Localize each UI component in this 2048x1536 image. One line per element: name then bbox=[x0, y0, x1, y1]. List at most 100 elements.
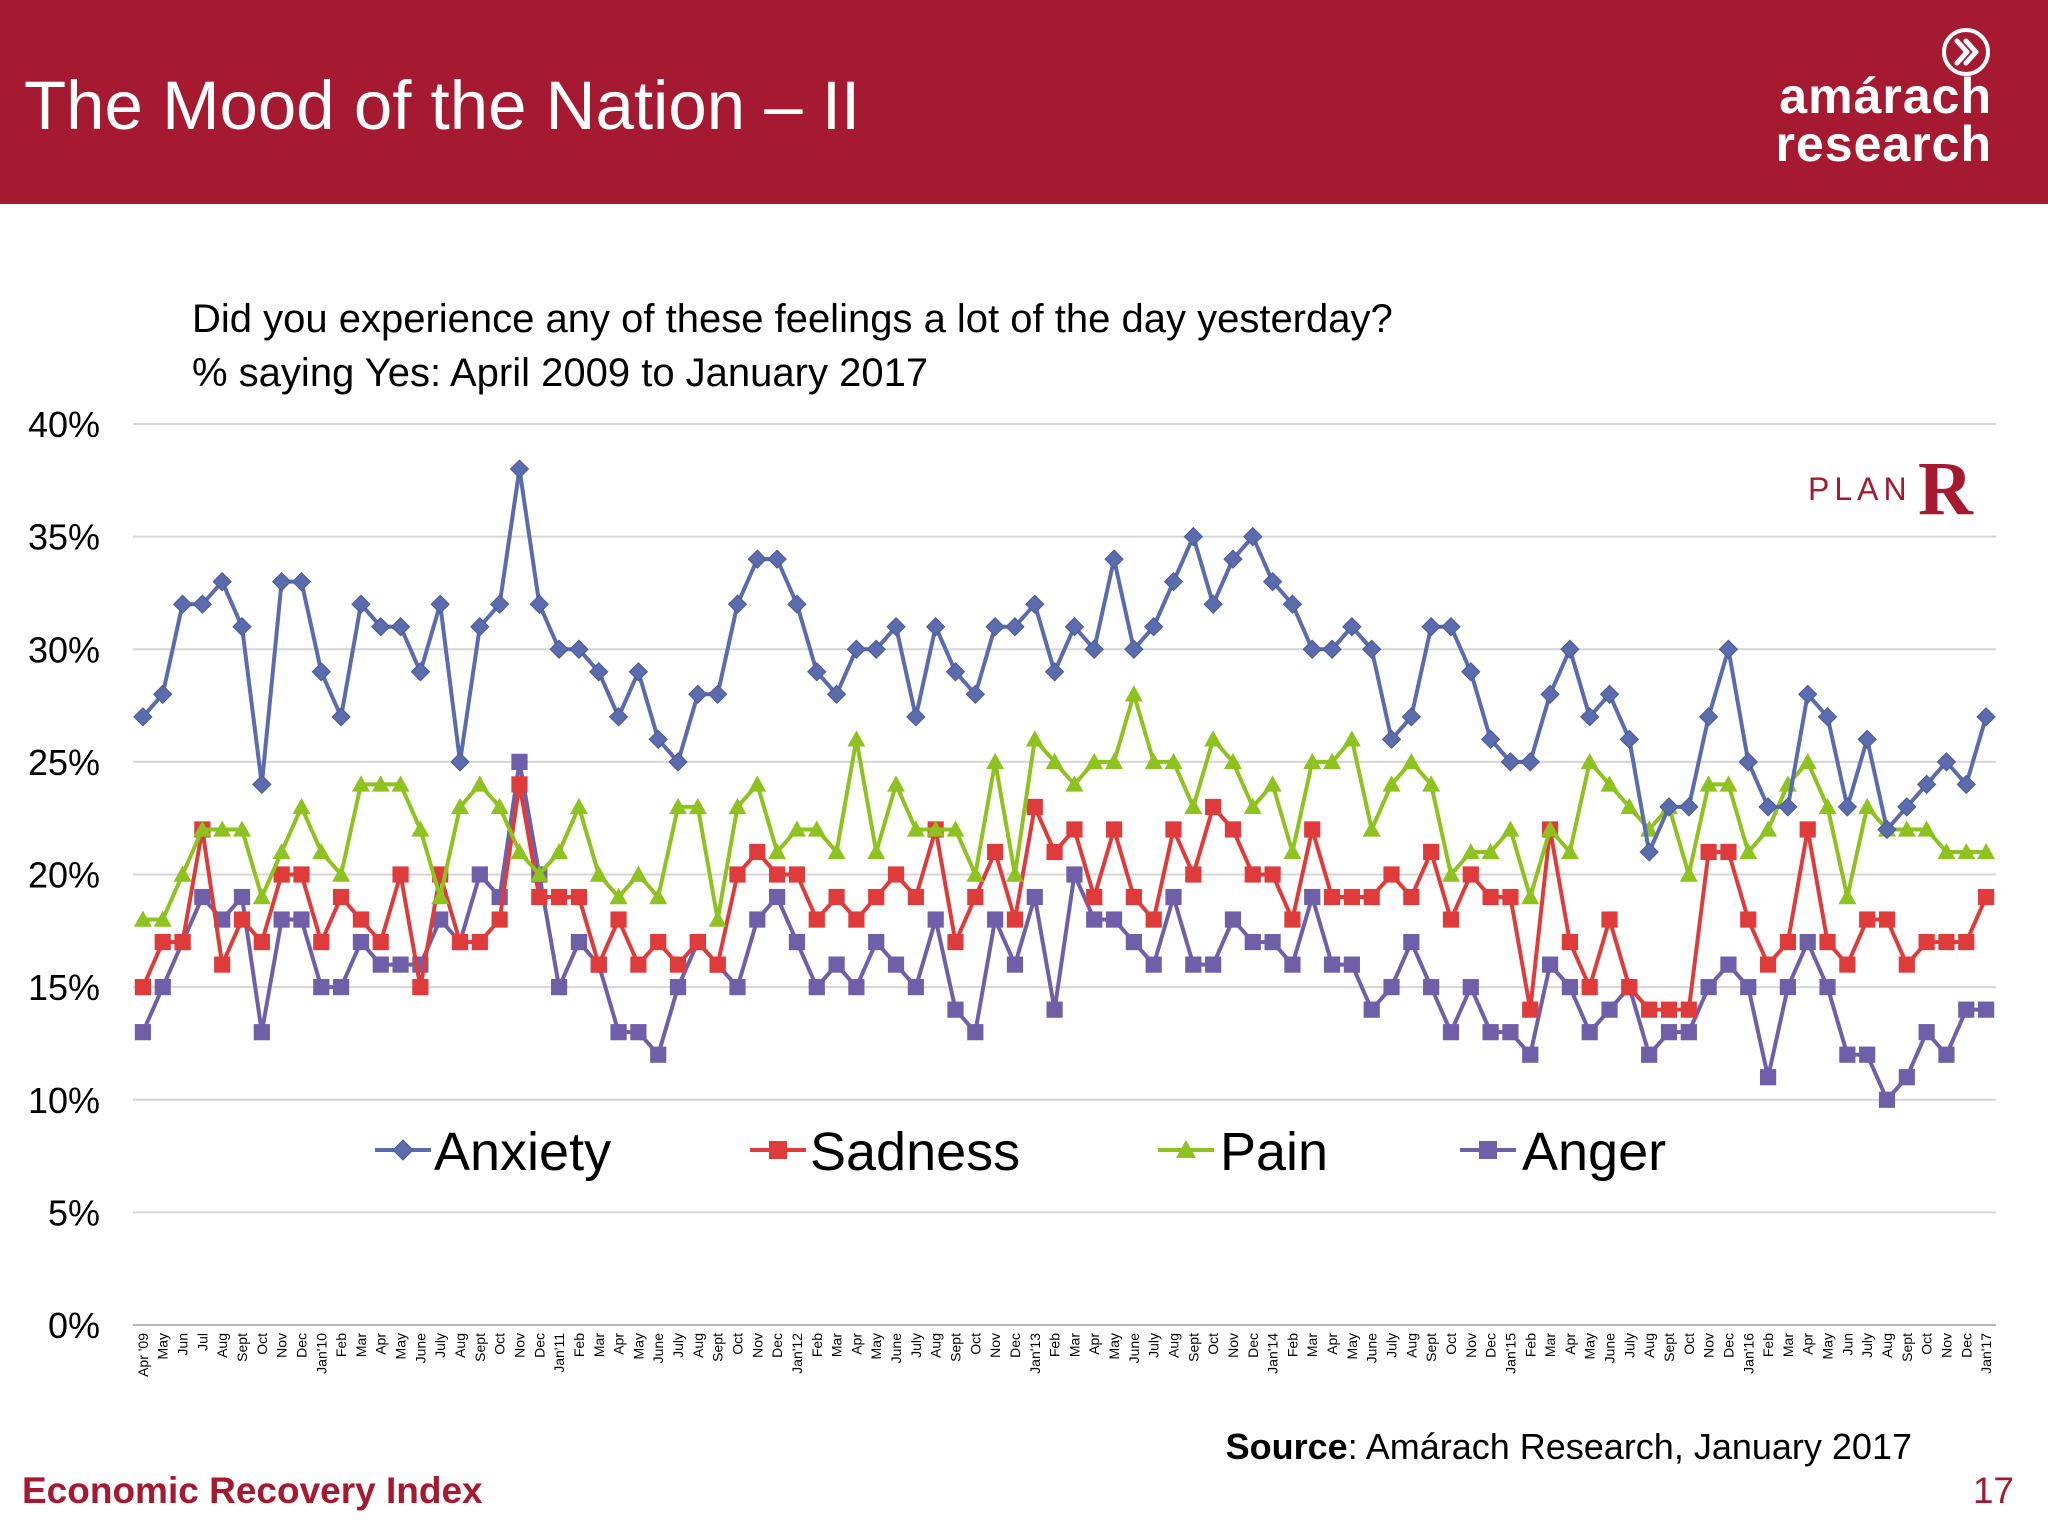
data-point bbox=[1859, 911, 1876, 928]
data-point bbox=[1304, 821, 1321, 838]
data-point bbox=[947, 933, 964, 951]
x-tick-label: Oct bbox=[1205, 1333, 1221, 1355]
data-point bbox=[1165, 821, 1182, 838]
data-point bbox=[1163, 571, 1184, 592]
data-point bbox=[1462, 866, 1479, 883]
x-tick-label: Apr bbox=[1086, 1333, 1102, 1355]
data-point bbox=[1897, 797, 1917, 817]
data-point bbox=[1441, 617, 1461, 637]
data-point bbox=[1223, 752, 1242, 770]
data-point bbox=[1779, 933, 1796, 951]
data-point bbox=[1522, 1046, 1539, 1063]
data-point bbox=[291, 571, 312, 592]
x-tick-label: May bbox=[155, 1333, 171, 1359]
legend-label: Anger bbox=[1522, 1122, 1666, 1182]
data-point bbox=[610, 911, 627, 928]
data-point bbox=[1482, 888, 1499, 906]
data-point bbox=[352, 911, 370, 928]
data-point bbox=[847, 730, 866, 747]
data-point bbox=[1262, 571, 1283, 592]
data-point bbox=[1025, 730, 1044, 747]
x-tick-label: May bbox=[1106, 1333, 1122, 1359]
data-point bbox=[1284, 956, 1301, 973]
data-point bbox=[1461, 662, 1481, 682]
data-point bbox=[1937, 842, 1956, 860]
x-tick-label: Oct bbox=[1919, 1333, 1935, 1355]
data-point bbox=[589, 865, 608, 882]
x-tick-label: Dec bbox=[293, 1333, 309, 1358]
x-tick-label: Aug bbox=[1879, 1333, 1895, 1358]
x-tick-label: Dec bbox=[1720, 1333, 1736, 1358]
x-tick-label: Feb bbox=[1522, 1333, 1538, 1357]
data-point bbox=[907, 888, 924, 906]
x-tick-label: Jan'16 bbox=[1740, 1333, 1756, 1374]
x-tick-label: Oct bbox=[492, 1333, 508, 1355]
data-point bbox=[1363, 1001, 1380, 1018]
data-point bbox=[1740, 979, 1757, 996]
data-point bbox=[1244, 933, 1261, 951]
x-tick-label: July bbox=[1859, 1333, 1875, 1358]
question-line-2: % saying Yes: April 2009 to January 2017 bbox=[192, 351, 929, 395]
data-point bbox=[1185, 956, 1202, 973]
x-tick-label: Aug bbox=[690, 1333, 706, 1358]
data-point bbox=[1124, 639, 1144, 659]
data-point bbox=[1323, 888, 1341, 906]
data-point bbox=[153, 684, 173, 705]
x-tick-label: Sept bbox=[234, 1333, 250, 1362]
data-point bbox=[788, 933, 806, 951]
data-point bbox=[1143, 617, 1164, 637]
data-point bbox=[1599, 684, 1620, 705]
data-point bbox=[788, 866, 806, 883]
x-tick-label: July bbox=[1384, 1333, 1400, 1358]
data-point bbox=[372, 956, 389, 973]
data-point bbox=[173, 865, 192, 882]
data-point bbox=[1916, 774, 1937, 795]
data-point bbox=[769, 888, 786, 906]
logo-text-line2: research bbox=[1775, 116, 1992, 172]
data-point bbox=[1738, 752, 1758, 772]
data-point bbox=[1185, 866, 1202, 883]
data-point bbox=[1264, 933, 1281, 951]
x-tick-label: Mar bbox=[829, 1333, 845, 1357]
data-point bbox=[352, 933, 370, 951]
data-point bbox=[1026, 798, 1043, 816]
data-point bbox=[1006, 956, 1024, 973]
series-anger bbox=[134, 753, 1995, 1108]
series-line bbox=[141, 467, 1989, 854]
data-point bbox=[1878, 911, 1896, 928]
data-point bbox=[490, 797, 509, 815]
data-point bbox=[749, 843, 766, 861]
data-point bbox=[1977, 888, 1995, 906]
data-point bbox=[1699, 775, 1718, 792]
data-point bbox=[1580, 752, 1599, 770]
data-point bbox=[1382, 775, 1401, 792]
data-point bbox=[886, 617, 906, 637]
data-point bbox=[987, 843, 1004, 861]
x-tick-label: Oct bbox=[1681, 1333, 1697, 1355]
data-point bbox=[174, 933, 191, 951]
data-point bbox=[232, 617, 252, 637]
data-point bbox=[154, 933, 171, 951]
data-point bbox=[1977, 842, 1996, 860]
data-point bbox=[1838, 888, 1857, 905]
data-point bbox=[1183, 526, 1204, 547]
data-point bbox=[927, 911, 944, 928]
data-point bbox=[1005, 865, 1024, 882]
x-tick-label: Jan'11 bbox=[551, 1333, 567, 1373]
data-point bbox=[628, 662, 649, 682]
data-point bbox=[1500, 752, 1521, 772]
legend-label: Sadness bbox=[810, 1122, 1020, 1182]
data-point bbox=[292, 797, 311, 815]
header-bar: The Mood of the Nation – II amárach rese… bbox=[0, 0, 2048, 204]
data-point bbox=[253, 1024, 270, 1041]
data-point bbox=[630, 1024, 647, 1041]
data-point bbox=[965, 684, 986, 705]
data-point bbox=[1639, 842, 1659, 862]
data-point bbox=[252, 888, 271, 905]
data-point bbox=[1641, 1001, 1658, 1018]
data-point bbox=[945, 662, 966, 682]
data-point bbox=[471, 866, 488, 883]
data-point bbox=[1046, 843, 1063, 861]
data-point bbox=[1383, 979, 1400, 996]
data-point bbox=[551, 888, 568, 906]
